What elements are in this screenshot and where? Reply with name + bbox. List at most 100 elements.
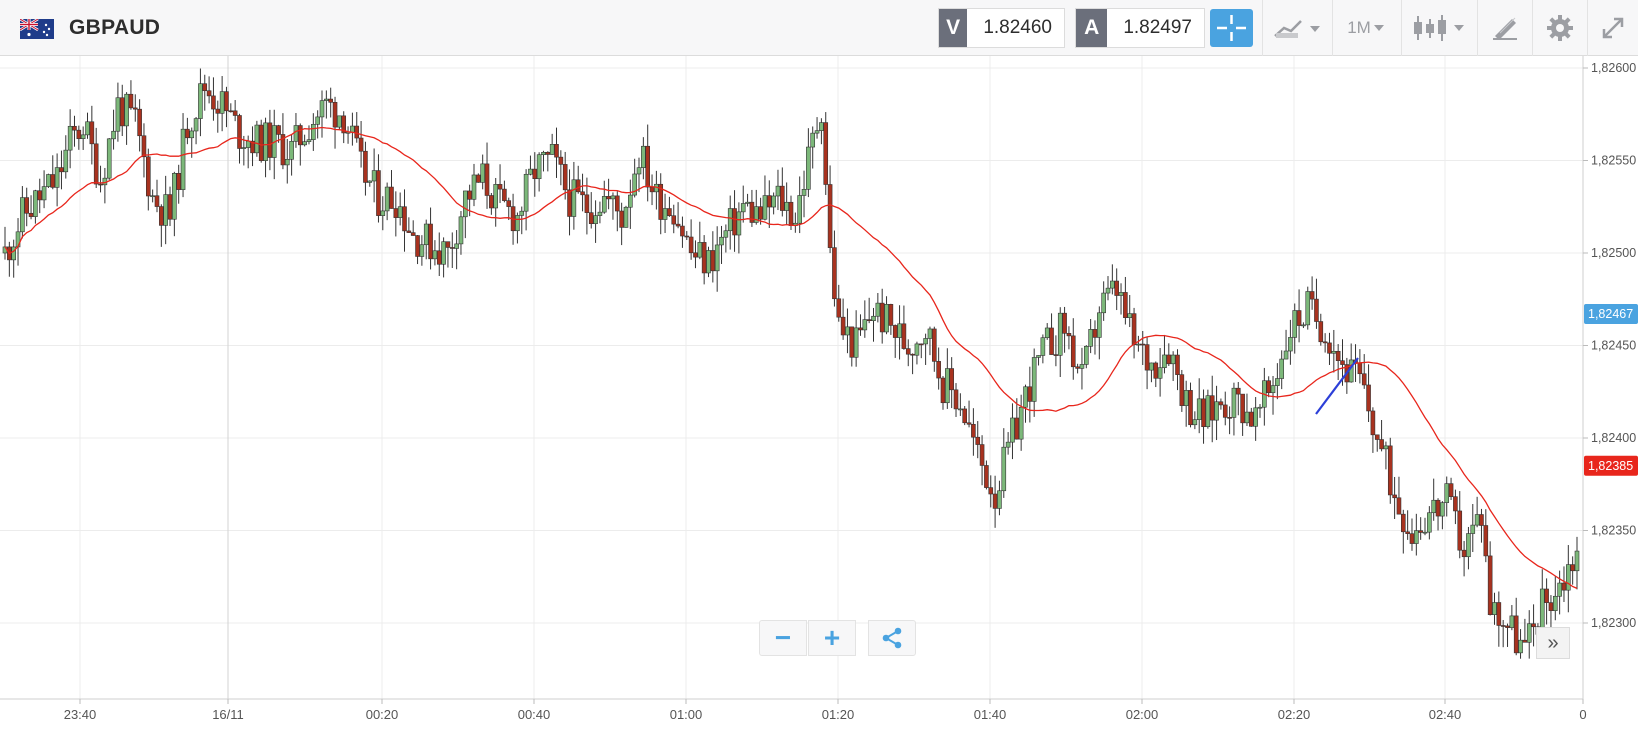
candle-up [1079,364,1085,369]
candle-up [536,154,542,180]
draw-tool-button[interactable] [1477,0,1532,56]
candle-up [862,319,868,331]
zoom-out-button[interactable]: − [759,620,807,656]
settings-button[interactable] [1532,0,1587,56]
candle-up [458,216,464,245]
trendline-drawing[interactable] [1315,357,1359,415]
candle-up [80,134,86,139]
time-tick-label: 02:20 [1278,707,1311,722]
candle-down [363,150,368,183]
candle-down [406,230,412,233]
candle-up [1331,350,1337,354]
candle-up [1018,406,1024,440]
candle-up [193,118,199,132]
crosshair-button[interactable] [1210,9,1253,47]
candle-down [766,195,772,208]
candle-down [267,122,273,158]
candle-down [1131,313,1137,346]
timeframe-label: 1M [1347,18,1371,37]
candle-down [584,194,590,213]
candle-down [901,323,907,349]
candle-up [784,201,789,211]
share-button[interactable] [868,620,916,656]
candle-down [580,191,585,196]
candle-up [1257,406,1263,409]
candle-up [1001,446,1007,492]
chevron-down-icon [1373,25,1384,31]
candle-up [319,100,325,118]
candle-down [484,163,490,196]
candle-down [137,108,142,137]
candle-down [688,236,694,254]
chart-type-button[interactable] [1262,0,1332,56]
candle-up [623,206,629,228]
candle-up [1305,291,1311,326]
candle-down [892,325,898,338]
candle-down [836,298,842,318]
fullscreen-button[interactable] [1587,0,1638,56]
candle-up [33,190,38,217]
candle-up [219,91,225,114]
candle-down [554,144,559,158]
next-label: » [1547,631,1559,654]
candle-up [284,158,290,166]
candle-up [1427,512,1432,533]
chart-type-icon [1273,20,1320,38]
timeframe-button[interactable]: 1M [1332,0,1401,56]
candle-down [962,408,968,424]
buy-price-button[interactable]: A 1.82497 [1075,8,1205,48]
candle-up [775,185,781,197]
candle-up [801,189,807,196]
candle-down [849,326,855,358]
candle-up [523,173,529,212]
zoom-in-button[interactable]: + [808,620,856,656]
candle-down [280,134,286,166]
candle-up [706,250,711,274]
candle-down [1296,310,1302,326]
price-chart[interactable]: 1,82600 1,82550 1,82500 1,82450 1,82400 1,823… [0,56,1638,731]
sell-price-button[interactable]: V 1.82460 [938,8,1065,48]
candle-up [397,206,403,218]
candle-up [1279,358,1285,379]
candle-down [445,241,451,248]
price-tick-label: 1,82550 [1591,154,1636,168]
candle-down [879,302,885,333]
candle-up [1509,615,1515,628]
candle-up [1097,312,1102,338]
candle-down [936,361,941,379]
candle-up [762,195,768,220]
candle-down [276,125,281,135]
candle-up [324,98,329,101]
candle-down [1366,384,1371,412]
candle-up [115,97,121,132]
candle-down [1409,533,1415,544]
candle-up [1288,337,1293,352]
candles-button[interactable] [1401,0,1477,56]
candle-up [1440,502,1445,517]
candle-down [658,183,664,220]
candle-down [614,195,620,212]
candle-up [875,302,881,317]
time-tick-label: 01:00 [670,707,703,722]
candle-down [1479,514,1484,526]
candle-down [1075,366,1080,369]
candle-up [1383,445,1389,450]
candle-up [306,139,312,142]
candle-up [719,236,724,246]
candle-up [958,408,963,411]
candle-down [1266,380,1271,394]
candle-down [888,304,894,326]
candle-down [684,235,690,238]
candle-down [224,91,229,112]
candle-down [1123,292,1128,318]
candle-down [966,422,972,425]
price-marker [1584,455,1638,476]
candle-down [840,316,846,336]
candle-up [315,116,320,125]
candle-up [1466,533,1471,558]
scroll-to-latest-button[interactable]: » [1536,627,1570,659]
candle-down [606,196,611,200]
candle-down [1570,564,1575,572]
candle-up [1088,329,1093,347]
candle-up [641,145,646,168]
